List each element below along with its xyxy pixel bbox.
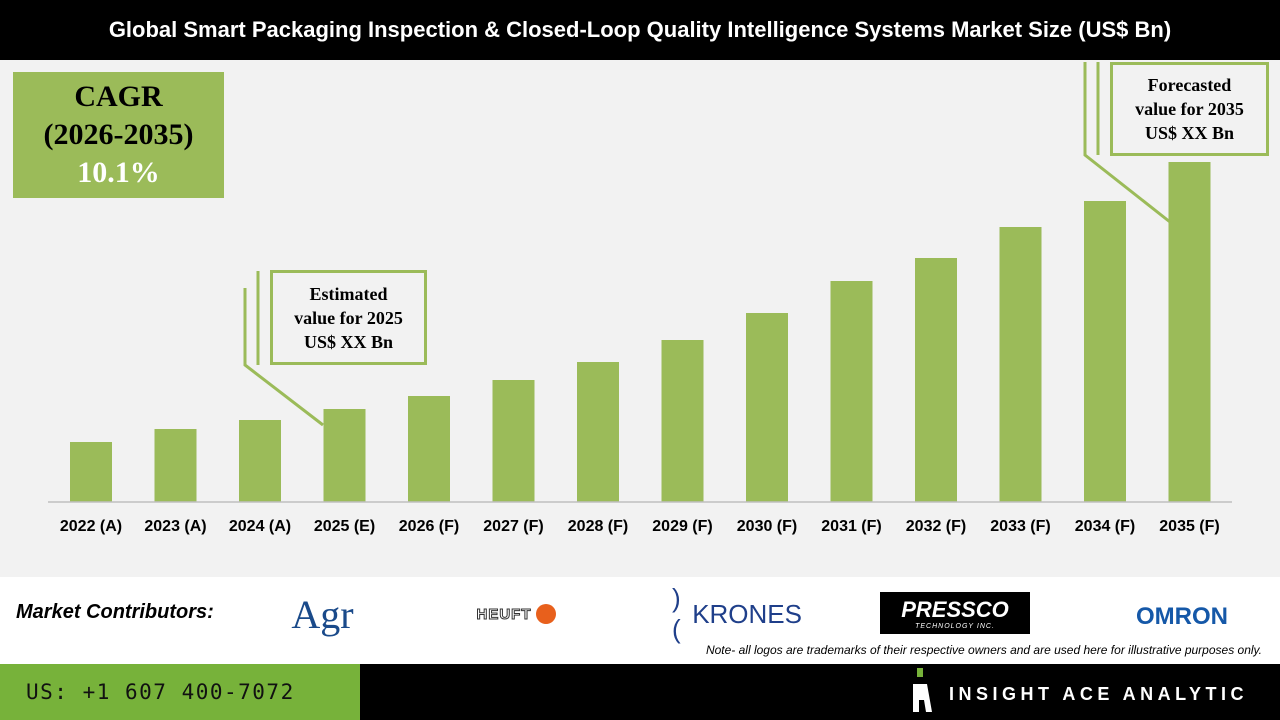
bar-2022 (A) [70,442,112,502]
krones-logo: )(KRONES [672,583,802,644]
bar-2035 (F) [1168,162,1211,502]
trademark-note: Note- all logos are trademarks of their … [705,643,1262,657]
bar-2027 (F) [492,380,535,502]
x-tick-label: 2035 (F) [1159,518,1219,535]
x-tick-label: 2023 (A) [144,518,206,535]
brand-logo-icon [913,668,932,712]
bar-2024 (A) [239,420,281,502]
bar-2029 (F) [661,340,704,502]
callout-line: US$ XX Bn [1144,123,1235,143]
x-tick-label: 2031 (F) [821,518,881,535]
callout-line: Estimated [309,283,388,304]
x-tick-label: 2030 (F) [737,518,797,535]
x-tick-label: 2026 (F) [399,518,459,535]
forecasted-callout: Forecasted value for 2035 US$ XX Bn [1110,62,1269,156]
x-tick-label: 2024 (A) [229,518,291,535]
chart-title: Global Smart Packaging Inspection & Clos… [0,0,1280,60]
cagr-label: CAGR [74,80,163,113]
footer-bar [360,664,1280,720]
callout-line: US$ XX Bn [303,331,394,352]
logo-text: KRONES [692,598,802,629]
logo-text: PRESSCO [901,596,1009,622]
x-tick-label: 2022 (A) [60,518,122,535]
market-contributors-label: Market Contributors: [16,601,214,623]
bar-2026 (F) [408,396,450,502]
brand-name: INSIGHT ACE ANALYTIC [948,684,1248,704]
omron-logo: OMRON [1112,602,1252,632]
forecasted-connector [1083,62,1171,224]
bar-2025 (E) [323,409,366,502]
pressco-logo: PRESSCO TECHNOLOGY INC. [880,592,1030,634]
logo-text: Agr [291,591,354,637]
callout-line: value for 2035 [1135,99,1244,119]
bar-2032 (F) [915,258,957,502]
logo-subtext: TECHNOLOGY INC. [915,622,995,630]
logo-text: OMRON [1136,603,1228,630]
x-tick-label: 2029 (F) [652,518,712,535]
x-tick-label: 2034 (F) [1075,518,1135,535]
plot-area: 2022 (A) 2023 (A) 2024 (A) 2025 (E) 2026 (F)… [0,60,1280,577]
heuft-logo: HEUFT [456,602,576,626]
phone-number: US: +1 607 400-7072 [0,664,360,720]
x-tick-label: 2025 (E) [314,518,375,535]
cagr-value: 10.1% [77,156,160,189]
bar-2023 (A) [154,429,197,502]
bar-2033 (F) [999,227,1042,502]
estimated-connector [243,288,324,427]
x-tick-label: 2028 (F) [568,518,628,535]
callout-line: value for 2025 [294,307,403,328]
bar-2031 (F) [830,281,873,502]
x-tick-label: 2027 (F) [483,518,543,535]
cagr-box: CAGR (2026-2035) 10.1% [13,72,224,198]
cagr-period: (2026-2035) [43,118,194,151]
x-tick-label: 2032 (F) [906,518,966,535]
bar-2034 (F) [1084,201,1126,502]
agr-logo: Agr [270,591,375,637]
bar-2030 (F) [746,313,788,502]
bar-2028 (F) [577,362,619,502]
x-tick-label: 2033 (F) [990,518,1050,535]
logo-text: HEUFT [476,605,532,623]
callout-line: Forecasted [1147,75,1232,95]
bar-chart: 2022 (A) 2023 (A) 2024 (A) 2025 (E) 2026 (F)… [48,62,1232,535]
estimated-callout: Estimated value for 2025 US$ XX Bn [270,270,427,365]
